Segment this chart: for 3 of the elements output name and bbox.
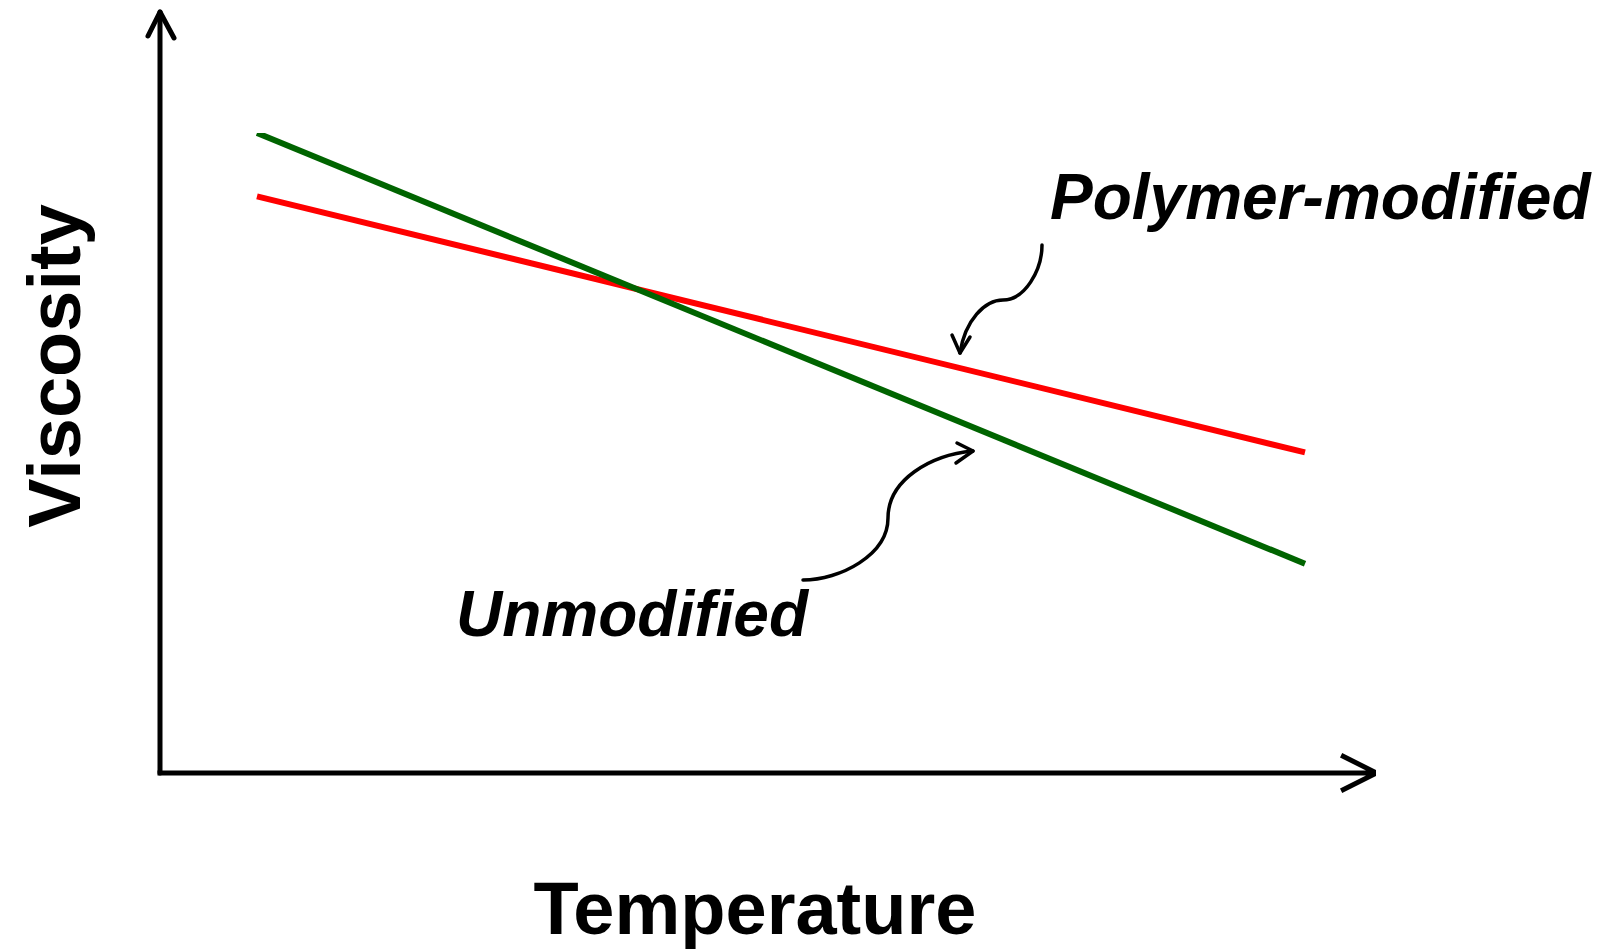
y-axis-title: Viscosity	[13, 204, 96, 528]
text: Unmodified	[456, 578, 810, 650]
text: Polymer-modified	[1050, 161, 1593, 233]
